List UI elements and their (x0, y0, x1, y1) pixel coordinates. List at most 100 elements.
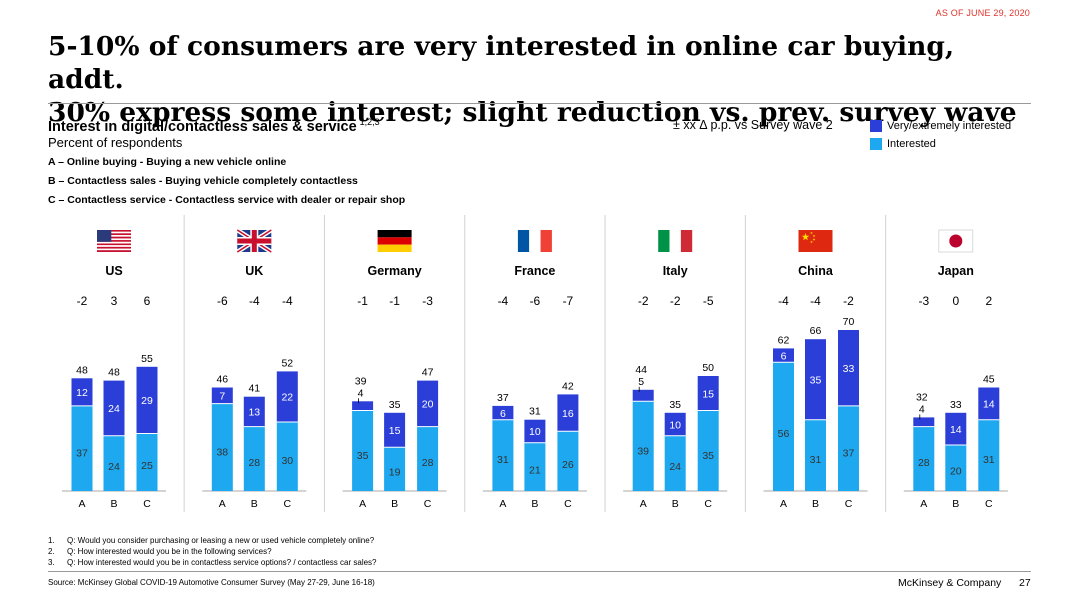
label-interested-japan-b: 20 (950, 465, 962, 477)
label-total-italy-c: 50 (702, 362, 714, 374)
label-very-germany-a: 4 (358, 387, 364, 399)
title-divider (48, 103, 1031, 104)
legend-swatch-interested (870, 138, 882, 150)
bar-interested-us-c (136, 433, 158, 491)
delta-italy-c: -5 (703, 294, 714, 308)
us-flag-icon (97, 230, 131, 252)
footnotes: 1. Q: Would you consider purchasing or le… (48, 535, 377, 568)
legend-label-interested: Interested (887, 138, 936, 150)
footnote-3-number: 3. (48, 558, 55, 567)
label-very-japan-c: 14 (983, 399, 995, 411)
bar-very-uk-c (276, 371, 298, 422)
label-very-italy-c: 15 (702, 388, 714, 400)
country-label-france: France (514, 264, 555, 278)
label-total-japan-a: 32 (916, 391, 928, 403)
definition-c: C – Contactless service - Contactless se… (48, 194, 406, 206)
category-label-china-c: C (845, 498, 853, 510)
label-total-germany-a: 39 (355, 375, 367, 387)
label-total-uk-a: 46 (216, 374, 228, 386)
label-total-uk-c: 52 (281, 357, 293, 369)
label-interested-italy-b: 24 (669, 461, 681, 473)
bar-interested-italy-b (664, 435, 686, 491)
delta-france-b: -6 (530, 294, 541, 308)
label-very-germany-b: 15 (389, 425, 401, 437)
bar-very-france-c (557, 394, 579, 432)
footnote-1-text: Q: Would you consider purchasing or leas… (67, 536, 375, 545)
bar-interested-germany-b (384, 447, 406, 491)
label-very-us-a: 12 (76, 387, 88, 399)
bar-interested-france-a (492, 419, 514, 491)
footnote-2: 2. Q: How interested would you be in the … (48, 546, 377, 557)
label-very-italy-a: 5 (638, 376, 644, 388)
bar-very-italy-c (697, 376, 719, 411)
bar-interested-japan-b (945, 445, 967, 491)
title-line-2: 30% express some interest; slight reduct… (48, 97, 1017, 128)
footnote-2-number: 2. (48, 547, 55, 556)
bar-very-us-c (136, 366, 158, 434)
delta-china-c: -2 (843, 294, 854, 308)
definition-b: B – Contactless sales - Buying vehicle c… (48, 175, 358, 187)
category-label-italy-a: A (640, 498, 647, 510)
bar-very-germany-a (352, 401, 374, 411)
label-interested-uk-c: 30 (281, 455, 293, 467)
delta-china-b: -4 (810, 294, 821, 308)
delta-italy-a: -2 (638, 294, 649, 308)
category-label-germany-a: A (359, 498, 366, 510)
label-very-us-b: 24 (108, 403, 120, 415)
delta-us-b: 3 (111, 294, 118, 308)
bar-very-china-a (773, 348, 794, 363)
delta-france-a: -4 (498, 294, 509, 308)
country-label-japan: Japan (938, 264, 974, 278)
label-interested-japan-c: 31 (983, 454, 995, 466)
footnote-3-text: Q: How interested would you be in contac… (67, 558, 377, 567)
bar-interested-us-a (71, 405, 93, 491)
label-total-france-c: 42 (562, 380, 574, 392)
label-interested-italy-a: 39 (637, 446, 649, 458)
category-label-germany-c: C (424, 498, 432, 510)
bar-interested-germany-c (417, 426, 439, 491)
label-total-us-a: 48 (76, 364, 88, 376)
bar-very-france-b (524, 419, 546, 443)
label-very-germany-c: 20 (422, 399, 434, 411)
bar-very-japan-c (978, 387, 1000, 420)
label-interested-uk-b: 28 (248, 457, 260, 469)
legend-swatch-very (870, 120, 882, 132)
label-total-china-b: 66 (810, 325, 822, 337)
label-very-china-c: 33 (843, 363, 855, 375)
label-very-uk-b: 13 (248, 407, 260, 419)
footnote-3: 3. Q: How interested would you be in cont… (48, 557, 377, 568)
bar-very-china-b (805, 339, 826, 420)
category-label-japan-b: B (952, 498, 959, 510)
category-label-italy-c: C (704, 498, 712, 510)
subheading-text: Interest in digital/contactless sales & … (48, 119, 357, 135)
bar-interested-italy-c (697, 410, 719, 491)
label-interested-uk-a: 38 (216, 447, 228, 459)
delta-italy-b: -2 (670, 294, 681, 308)
category-label-france-a: A (499, 498, 506, 510)
country-label-italy: Italy (663, 264, 688, 278)
category-label-japan-a: A (920, 498, 927, 510)
bar-interested-china-a (773, 362, 794, 491)
country-label-uk: UK (245, 264, 263, 278)
label-very-china-a: 6 (781, 350, 787, 362)
category-label-us-a: A (78, 498, 85, 510)
footer-divider (48, 571, 1031, 572)
label-interested-china-c: 37 (843, 448, 855, 460)
delta-note: ± xx Δ p.p. vs Survey wave 2 (673, 118, 833, 132)
page-number: 27 (1019, 577, 1031, 589)
title-line-1: 5-10% of consumers are very interested i… (48, 31, 955, 95)
bar-very-italy-b (664, 412, 686, 436)
company-name: McKinsey & Company (898, 577, 1002, 589)
label-very-us-c: 29 (141, 395, 153, 407)
legend-item-very: Very/extremely interested (870, 117, 1011, 135)
chart-subheading: Interest in digital/contactless sales & … (48, 117, 380, 135)
delta-uk-a: -6 (217, 294, 228, 308)
label-total-france-b: 31 (529, 406, 541, 418)
bar-interested-china-b (805, 419, 826, 491)
category-label-uk-a: A (219, 498, 226, 510)
label-very-japan-b: 14 (950, 424, 962, 436)
label-total-germany-c: 47 (422, 367, 434, 379)
label-interested-france-b: 21 (529, 464, 541, 476)
as-of-date: AS OF JUNE 29, 2020 (935, 8, 1030, 18)
